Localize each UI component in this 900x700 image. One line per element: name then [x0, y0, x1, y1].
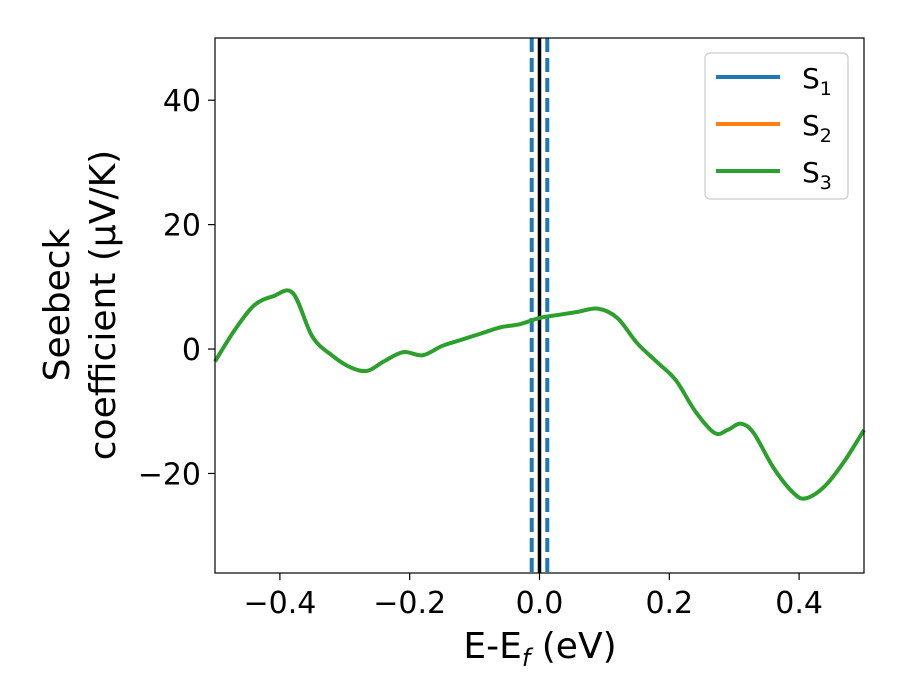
x-axis-title-unit: (eV)	[530, 626, 616, 667]
vertical-reference-lines	[529, 38, 550, 573]
y-axis-ticks: −20 0 20 40	[138, 84, 215, 492]
series-line-s3	[213, 288, 866, 501]
series-lines	[213, 288, 866, 501]
y-tick-label: −20	[138, 457, 201, 492]
legend-label-s2: S2	[802, 109, 832, 147]
x-tick-label: 0.2	[645, 586, 693, 621]
y-axis-title-line2: coefficient (μV/K)	[83, 150, 124, 460]
x-tick-label: −0.4	[243, 586, 316, 621]
y-tick-label: 20	[163, 209, 201, 244]
legend-label-s1: S1	[802, 62, 832, 100]
x-axis-title-main: E-E	[463, 626, 521, 667]
y-axis-title-line1: Seebeck	[37, 228, 78, 381]
y-tick-label: 40	[163, 84, 201, 119]
x-tick-label: 0.4	[775, 586, 823, 621]
legend: S1 S2 S3	[704, 52, 849, 200]
x-axis-ticks: −0.4 −0.2 0.0 0.2 0.4	[243, 573, 823, 621]
legend-label-s3: S3	[802, 156, 832, 194]
x-tick-label: 0.0	[516, 586, 564, 621]
x-tick-label: −0.2	[373, 586, 446, 621]
y-axis-title: Seebeck coefficient (μV/K)	[37, 150, 124, 460]
x-axis-title: E-Ef (eV)	[463, 626, 616, 672]
y-tick-label: 0	[182, 333, 201, 368]
